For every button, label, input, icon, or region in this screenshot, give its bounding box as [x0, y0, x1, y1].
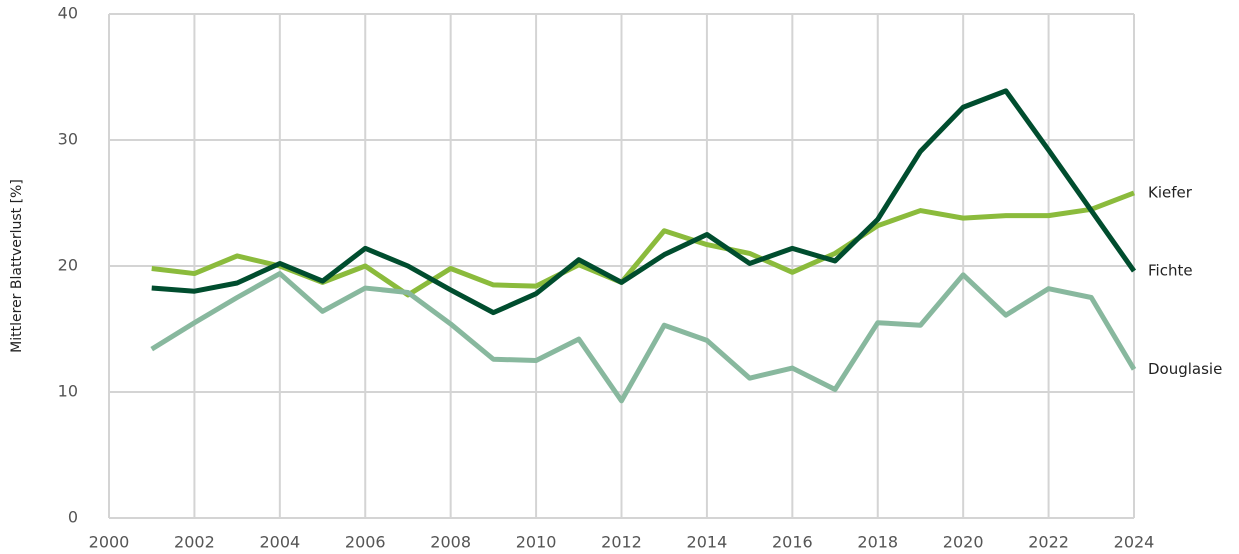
x-tick-label: 2024	[1114, 533, 1155, 552]
y-tick-label: 0	[68, 508, 78, 527]
x-tick-label: 2006	[345, 533, 386, 552]
series-label: Douglasie	[1148, 360, 1222, 378]
x-tick-label: 2002	[174, 533, 215, 552]
series-line	[151, 88, 1137, 316]
x-tick-label: 2016	[772, 533, 813, 552]
y-tick-label: 40	[58, 4, 78, 23]
y-axis-label: Mittlerer Blattverlust [%]	[9, 179, 25, 353]
x-tick-label: 2012	[601, 533, 642, 552]
series-line	[151, 190, 1135, 298]
x-tick-label: 2008	[430, 533, 471, 552]
y-tick-label: 30	[58, 130, 78, 149]
series-line	[150, 271, 1137, 404]
x-tick-label: 2000	[89, 533, 130, 552]
x-tick-label: 2022	[1028, 533, 1069, 552]
x-tick-label: 2010	[516, 533, 557, 552]
x-tick-label: 2004	[259, 533, 300, 552]
y-tick-label: 20	[58, 256, 78, 275]
x-tick-label: 2014	[687, 533, 728, 552]
series-label: Kiefer	[1148, 183, 1193, 201]
series-label: Fichte	[1148, 262, 1193, 280]
x-tick-label: 2018	[857, 533, 898, 552]
x-tick-label: 2020	[943, 533, 984, 552]
y-tick-label: 10	[58, 382, 78, 401]
